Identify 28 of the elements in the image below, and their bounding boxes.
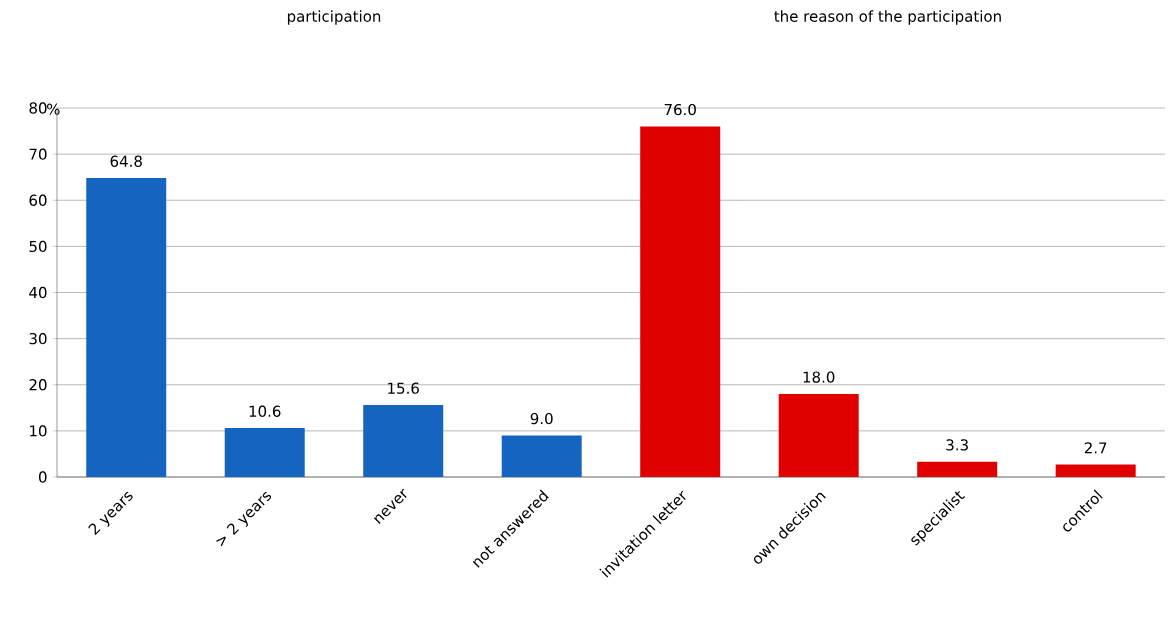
y-tick-label: 10 [30, 425, 47, 437]
data-label: 76.0 [664, 103, 696, 116]
y-axis-title: % [47, 103, 60, 115]
text: the reason of the participation [774, 10, 1001, 25]
y-tick-label: 40 [29, 286, 47, 299]
data-label: 18.0 [803, 371, 835, 383]
y-tick-label: 20 [29, 379, 47, 391]
bar [917, 461, 998, 477]
y-tick-label: 60 [29, 194, 47, 206]
data-label: 3.3 [946, 439, 968, 451]
bar [363, 405, 444, 477]
bar [778, 393, 859, 477]
y-tick-label: 80 [29, 102, 47, 114]
text: participation [287, 10, 381, 25]
y-tick-label: 0 [38, 471, 47, 483]
bar [501, 435, 582, 477]
y-tick-label: 50 [29, 240, 47, 253]
bar [1055, 464, 1136, 477]
data-label: 2.7 [1084, 442, 1107, 454]
y-tick-label: 70 [29, 148, 47, 160]
data-label: 64.8 [110, 155, 142, 167]
bar [640, 126, 721, 477]
y-tick-label: 30 [29, 332, 47, 345]
data-label: 15.6 [388, 382, 419, 394]
bar [224, 428, 305, 477]
data-label: 10.6 [249, 405, 281, 417]
bar [86, 178, 167, 477]
data-label: 9.0 [530, 412, 553, 425]
